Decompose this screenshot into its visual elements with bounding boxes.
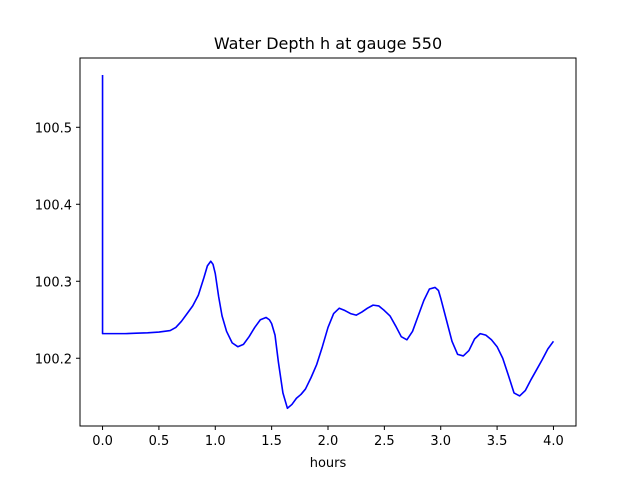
x-tick-label: 0.0 bbox=[92, 434, 113, 449]
y-tick-label: 100.2 bbox=[35, 352, 72, 367]
x-tick-label: 3.0 bbox=[430, 434, 451, 449]
x-axis-label: hours bbox=[310, 456, 347, 471]
series-line-0 bbox=[101, 74, 555, 410]
y-tick-label: 100.4 bbox=[35, 198, 72, 213]
x-tick-label: 2.0 bbox=[318, 434, 339, 449]
x-tick-label: 1.0 bbox=[205, 434, 226, 449]
x-tick-label: 2.5 bbox=[374, 434, 395, 449]
x-tick-label: 4.0 bbox=[543, 434, 564, 449]
x-tick-label: 3.5 bbox=[487, 434, 508, 449]
x-axis-ticks: 0.0 0.5 1.0 1.5 2.0 2.5 3.0 3.5 4.0 bbox=[92, 426, 564, 449]
y-tick-label: 100.3 bbox=[35, 275, 72, 290]
y-axis-ticks: 100.2 100.3 100.4 100.5 bbox=[35, 121, 80, 367]
series-layer bbox=[101, 74, 555, 410]
y-tick-label: 100.5 bbox=[35, 121, 72, 136]
x-tick-label: 0.5 bbox=[149, 434, 170, 449]
x-tick-label: 1.5 bbox=[261, 434, 282, 449]
chart-title: Water Depth h at gauge 550 bbox=[214, 34, 442, 53]
